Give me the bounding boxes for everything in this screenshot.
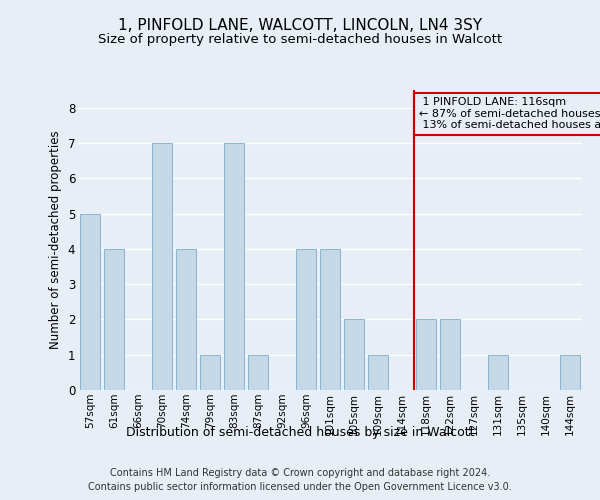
Bar — [296, 249, 316, 390]
Bar — [80, 214, 100, 390]
Text: 1, PINFOLD LANE, WALCOTT, LINCOLN, LN4 3SY: 1, PINFOLD LANE, WALCOTT, LINCOLN, LN4 3… — [118, 18, 482, 32]
Bar — [344, 320, 364, 390]
Bar — [416, 320, 436, 390]
Bar — [248, 354, 268, 390]
Bar — [152, 143, 172, 390]
Bar — [104, 249, 124, 390]
Text: Size of property relative to semi-detached houses in Walcott: Size of property relative to semi-detach… — [98, 32, 502, 46]
Text: Distribution of semi-detached houses by size in Walcott: Distribution of semi-detached houses by … — [126, 426, 474, 439]
Text: Contains public sector information licensed under the Open Government Licence v3: Contains public sector information licen… — [88, 482, 512, 492]
Bar — [320, 249, 340, 390]
Bar — [440, 320, 460, 390]
Bar — [368, 354, 388, 390]
Bar — [200, 354, 220, 390]
Bar — [176, 249, 196, 390]
Text: 1 PINFOLD LANE: 116sqm
← 87% of semi-detached houses are smaller (40)
 13% of se: 1 PINFOLD LANE: 116sqm ← 87% of semi-det… — [419, 97, 600, 130]
Bar — [488, 354, 508, 390]
Bar — [224, 143, 244, 390]
Bar — [560, 354, 580, 390]
Text: Contains HM Land Registry data © Crown copyright and database right 2024.: Contains HM Land Registry data © Crown c… — [110, 468, 490, 477]
Y-axis label: Number of semi-detached properties: Number of semi-detached properties — [49, 130, 62, 350]
